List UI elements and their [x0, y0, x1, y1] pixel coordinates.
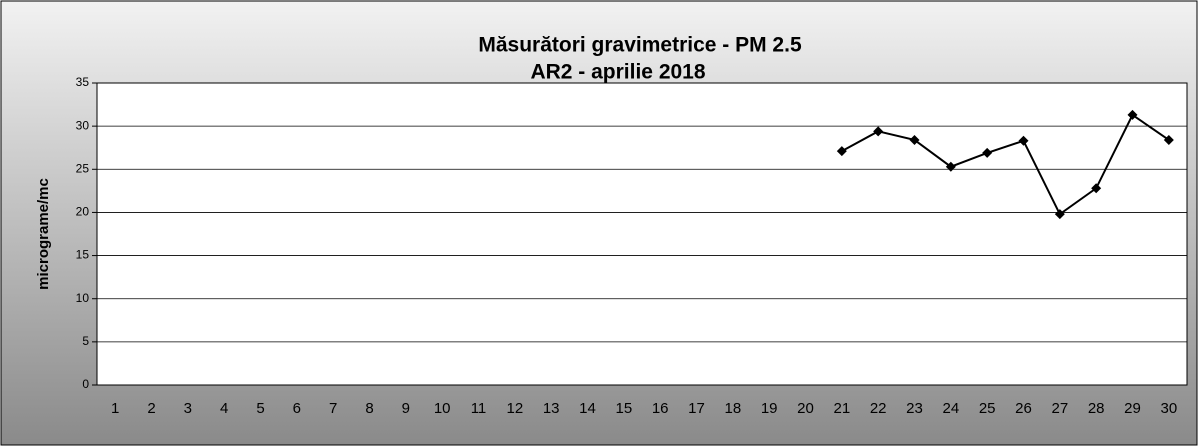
x-tick-label: 6: [293, 400, 301, 417]
x-tick-label: 25: [979, 400, 996, 417]
y-tick-label: 0: [82, 377, 89, 391]
x-tick-label: 16: [652, 400, 669, 417]
y-tick-label: 10: [76, 291, 90, 305]
x-tick-label: 11: [471, 400, 487, 417]
data-marker: [909, 134, 920, 145]
x-tick-label: 13: [543, 400, 560, 417]
x-tick-label: 29: [1124, 400, 1141, 417]
y-tick-label: 15: [76, 248, 90, 262]
y-tick-label: 35: [76, 75, 90, 89]
x-tick-label: 10: [434, 400, 451, 417]
x-tick-label: 30: [1160, 400, 1177, 417]
x-tick-label: 3: [184, 400, 192, 417]
data-line: [841, 113, 1170, 216]
x-tick-label: 7: [329, 400, 337, 417]
x-tick-label: 2: [147, 400, 155, 417]
x-tick-label: 19: [761, 400, 778, 417]
x-tick-label: 1: [111, 400, 119, 417]
x-tick-label: 18: [724, 400, 741, 417]
data-marker: [945, 161, 956, 172]
x-tick-label: 5: [256, 400, 264, 417]
y-tick-label: 20: [76, 205, 90, 219]
data-marker: [1018, 135, 1029, 146]
data-marker: [836, 146, 847, 157]
data-marker: [1163, 134, 1174, 145]
x-tick-label: 14: [579, 400, 596, 417]
x-tick-label: 21: [833, 400, 850, 417]
y-tick-label: 30: [76, 118, 90, 132]
y-axis-label: micrograme/mc: [35, 178, 52, 290]
data-marker: [982, 147, 993, 158]
x-tick-label: 20: [797, 400, 814, 417]
x-tick-label: 4: [220, 400, 228, 417]
x-tick-label: 27: [1051, 400, 1068, 417]
x-tick-label: 23: [906, 400, 923, 417]
data-marker: [1091, 183, 1102, 194]
x-tick-label: 9: [402, 400, 410, 417]
plot-area: [96, 82, 1188, 386]
x-tick-label: 22: [870, 400, 887, 417]
x-tick-label: 24: [942, 400, 959, 417]
data-marker: [1127, 109, 1138, 120]
data-marker: [1054, 209, 1065, 220]
x-tick-label: 15: [615, 400, 632, 417]
y-tick-label: 25: [76, 161, 90, 175]
x-tick-label: 26: [1015, 400, 1032, 417]
data-marker: [873, 126, 884, 137]
x-tick-label: 12: [506, 400, 523, 417]
x-tick-label: 28: [1088, 400, 1105, 417]
x-tick-label: 8: [365, 400, 373, 417]
chart-title: Măsurători gravimetrice - PM 2.5: [478, 34, 802, 57]
x-tick-label: 17: [688, 400, 705, 417]
chart-subtitle: AR2 - aprilie 2018: [530, 61, 705, 84]
y-tick-label: 5: [82, 334, 89, 348]
